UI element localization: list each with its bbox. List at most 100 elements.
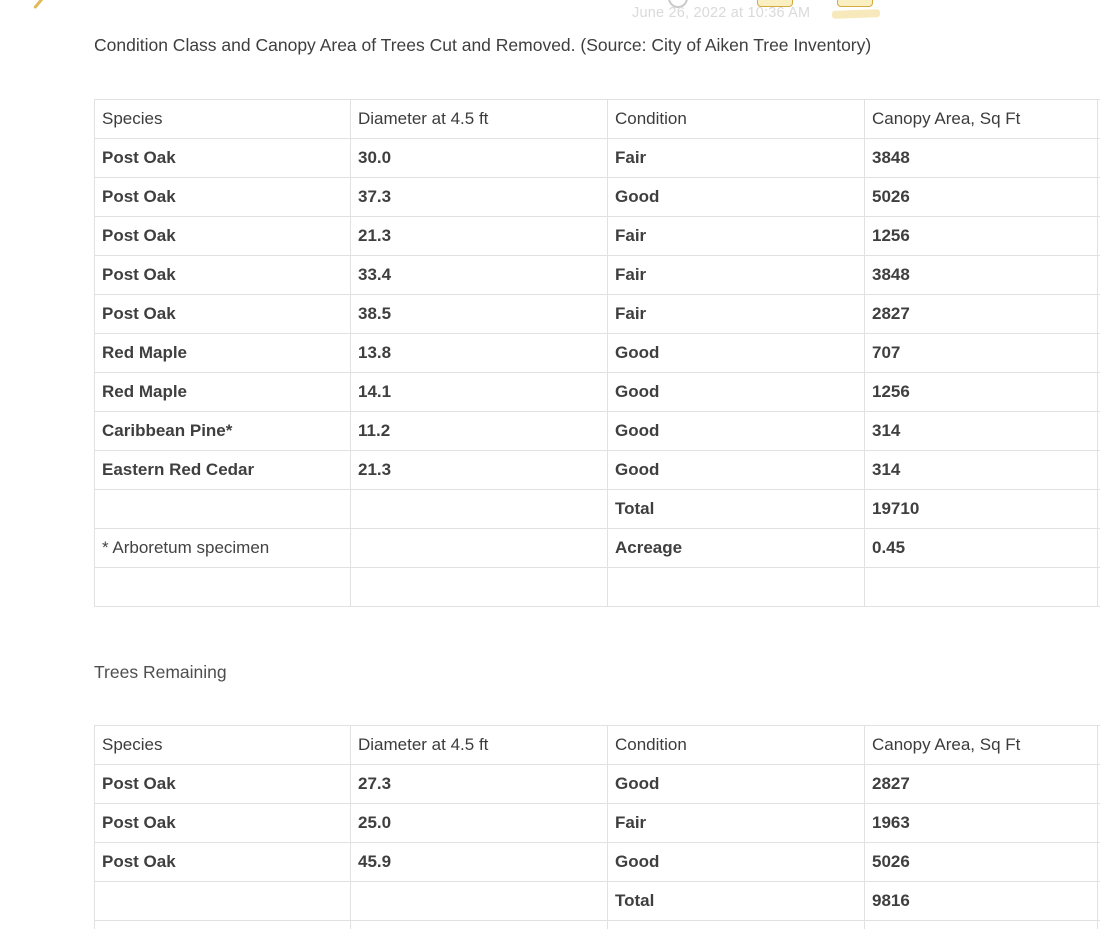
cell-condition[interactable]: Good [607, 842, 865, 882]
column-header-condition[interactable]: Condition [607, 725, 865, 765]
clipped-column [1097, 920, 1100, 929]
cell-condition[interactable]: Good [607, 372, 865, 412]
column-header-diameter[interactable]: Diameter at 4.5 ft [350, 725, 608, 765]
cell-empty[interactable] [94, 920, 351, 929]
column-header-species[interactable]: Species [94, 99, 351, 139]
cell-total-value[interactable]: 9816 [864, 881, 1098, 921]
cell-diameter[interactable]: 14.1 [350, 372, 608, 412]
cell-species[interactable]: Post Oak [94, 138, 351, 178]
cell-canopy[interactable]: 3848 [864, 255, 1098, 295]
cell-condition[interactable]: Fair [607, 803, 865, 843]
cell-total-label[interactable]: Total [607, 489, 865, 529]
cell-condition[interactable]: Good [607, 411, 865, 451]
cell-species[interactable]: Post Oak [94, 803, 351, 843]
comment-highlight-pill[interactable] [757, 0, 793, 7]
cell-canopy[interactable]: 1256 [864, 216, 1098, 256]
cell-diameter[interactable]: 33.4 [350, 255, 608, 295]
cell-species[interactable] [94, 489, 351, 529]
cell-empty[interactable] [350, 567, 608, 607]
cell-empty[interactable] [94, 567, 351, 607]
cell-total-label[interactable]: Total [607, 881, 865, 921]
header-row: Species Diameter at 4.5 ft Condition Can… [94, 99, 1100, 139]
table-row: Post Oak 38.5 Fair 2827 [94, 294, 1100, 334]
column-header-condition[interactable]: Condition [607, 99, 865, 139]
cell-canopy[interactable]: 314 [864, 450, 1098, 490]
cell-canopy[interactable]: 2827 [864, 294, 1098, 334]
cell-condition[interactable]: Good [607, 333, 865, 373]
cell-empty[interactable] [864, 920, 1098, 929]
remaining-trees-table: Species Diameter at 4.5 ft Condition Can… [94, 725, 1100, 929]
cell-canopy[interactable]: 2827 [864, 764, 1098, 804]
table-row: Post Oak 25.0 Fair 1963 [94, 803, 1100, 843]
cell-diameter[interactable]: 25.0 [350, 803, 608, 843]
comment-highlight-pill[interactable] [837, 0, 873, 7]
cell-species[interactable]: Post Oak [94, 255, 351, 295]
cell-condition[interactable]: Fair [607, 216, 865, 256]
cell-condition[interactable]: Fair [607, 294, 865, 334]
table-row: Red Maple 13.8 Good 707 [94, 333, 1100, 373]
column-header-diameter[interactable]: Diameter at 4.5 ft [350, 99, 608, 139]
cell-empty[interactable] [350, 920, 608, 929]
cell-diameter[interactable]: 38.5 [350, 294, 608, 334]
cell-empty[interactable] [607, 920, 865, 929]
document-timestamp: June 26, 2022 at 10:36 AM [632, 5, 811, 21]
cell-condition[interactable]: Good [607, 177, 865, 217]
table-row: Post Oak 27.3 Good 2827 [94, 764, 1100, 804]
cell-diameter[interactable]: 30.0 [350, 138, 608, 178]
cell-empty[interactable] [607, 567, 865, 607]
table-row: Post Oak 37.3 Good 5026 [94, 177, 1100, 217]
cell-empty[interactable] [864, 567, 1098, 607]
table-row: Caribbean Pine* 11.2 Good 314 [94, 411, 1100, 451]
cell-canopy[interactable]: 5026 [864, 177, 1098, 217]
cell-species[interactable]: Post Oak [94, 764, 351, 804]
cell-diameter[interactable]: 37.3 [350, 177, 608, 217]
total-row: Total 19710 [94, 489, 1100, 529]
cell-species[interactable]: Caribbean Pine* [94, 411, 351, 451]
cell-total-value[interactable]: 19710 [864, 489, 1098, 529]
column-header-species[interactable]: Species [94, 725, 351, 765]
cell-canopy[interactable]: 707 [864, 333, 1098, 373]
cell-footnote[interactable]: * Arboretum specimen [94, 528, 351, 568]
cell-canopy[interactable]: 314 [864, 411, 1098, 451]
cell-condition[interactable]: Fair [607, 138, 865, 178]
pencil-icon[interactable] [33, 0, 46, 10]
cell-diameter[interactable]: 21.3 [350, 450, 608, 490]
cell-species[interactable] [94, 881, 351, 921]
removed-trees-table: Species Diameter at 4.5 ft Condition Can… [94, 99, 1100, 619]
cell-canopy[interactable]: 1256 [864, 372, 1098, 412]
table-row: Post Oak 30.0 Fair 3848 [94, 138, 1100, 178]
toolbar-remnant: June 26, 2022 at 10:36 AM [0, 0, 1100, 26]
cell-species[interactable]: Red Maple [94, 333, 351, 373]
cell-diameter[interactable]: 13.8 [350, 333, 608, 373]
cell-diameter[interactable] [350, 489, 608, 529]
column-header-canopy[interactable]: Canopy Area, Sq Ft [864, 725, 1098, 765]
cell-species[interactable]: Post Oak [94, 216, 351, 256]
cell-diameter[interactable]: 45.9 [350, 842, 608, 882]
cell-diameter[interactable]: 11.2 [350, 411, 608, 451]
cell-acreage-label[interactable]: Acreage [607, 528, 865, 568]
cell-diameter[interactable]: 27.3 [350, 764, 608, 804]
cell-condition[interactable]: Good [607, 450, 865, 490]
cell-canopy[interactable]: 3848 [864, 138, 1098, 178]
cell-species[interactable]: Post Oak [94, 294, 351, 334]
table-caption: Condition Class and Canopy Area of Trees… [94, 35, 872, 55]
total-row: Total 9816 [94, 881, 1100, 921]
cell-canopy[interactable]: 5026 [864, 842, 1098, 882]
cell-diameter[interactable] [350, 528, 608, 568]
clipped-column [1097, 567, 1100, 607]
table-row: Eastern Red Cedar 21.3 Good 314 [94, 450, 1100, 490]
text-highlight [831, 9, 881, 19]
cell-species[interactable]: Post Oak [94, 842, 351, 882]
column-header-canopy[interactable]: Canopy Area, Sq Ft [864, 99, 1098, 139]
cell-diameter[interactable]: 21.3 [350, 216, 608, 256]
cell-acreage-value[interactable]: 0.45 [864, 528, 1098, 568]
cell-condition[interactable]: Fair [607, 255, 865, 295]
table-row: Post Oak 45.9 Good 5026 [94, 842, 1100, 882]
cell-diameter[interactable] [350, 881, 608, 921]
empty-row [94, 567, 1100, 607]
cell-condition[interactable]: Good [607, 764, 865, 804]
cell-canopy[interactable]: 1963 [864, 803, 1098, 843]
cell-species[interactable]: Post Oak [94, 177, 351, 217]
cell-species[interactable]: Red Maple [94, 372, 351, 412]
cell-species[interactable]: Eastern Red Cedar [94, 450, 351, 490]
